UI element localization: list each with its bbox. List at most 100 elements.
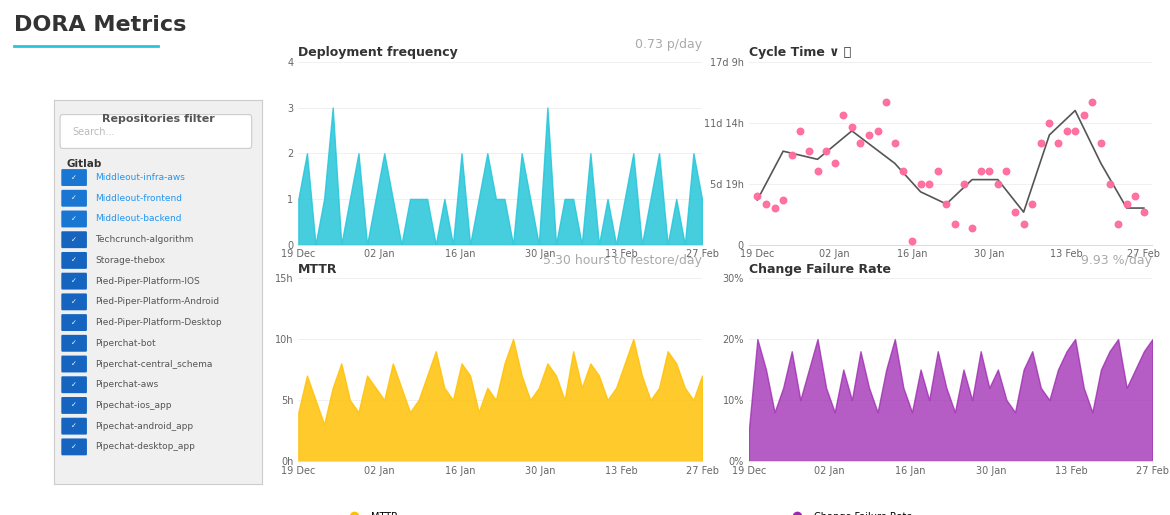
Text: Storage-thebox: Storage-thebox	[96, 256, 166, 265]
Legend: Successful deployments, Failed deployments: Successful deployments, Failed deploymen…	[323, 291, 580, 309]
Point	[1032, 139, 1051, 147]
Point	[886, 139, 904, 147]
Point	[920, 180, 938, 188]
Text: ✓: ✓	[71, 320, 77, 325]
Text: ✓: ✓	[71, 195, 77, 201]
Point	[955, 180, 973, 188]
Point	[1083, 98, 1102, 107]
Point	[748, 192, 766, 200]
Point	[971, 167, 990, 176]
Text: Pipechat-android_app: Pipechat-android_app	[96, 422, 193, 431]
Point	[1066, 127, 1085, 135]
Point	[980, 167, 999, 176]
Point	[1014, 220, 1033, 229]
Point	[902, 236, 921, 245]
Text: Piperchat-aws: Piperchat-aws	[96, 380, 159, 389]
Text: Middleout-infra-aws: Middleout-infra-aws	[96, 173, 185, 182]
Text: Middleout-frontend: Middleout-frontend	[96, 194, 183, 203]
Point	[765, 204, 784, 212]
Point	[997, 167, 1016, 176]
Text: Cycle Time ∨ ⓘ: Cycle Time ∨ ⓘ	[749, 46, 851, 59]
Text: Pied-Piper-Platform-Desktop: Pied-Piper-Platform-Desktop	[96, 318, 222, 327]
FancyBboxPatch shape	[61, 294, 87, 311]
Text: ✓: ✓	[71, 258, 77, 263]
Point	[1109, 220, 1128, 229]
Text: ✓: ✓	[71, 361, 77, 367]
FancyBboxPatch shape	[61, 376, 87, 393]
FancyBboxPatch shape	[61, 273, 87, 289]
Point	[851, 139, 869, 147]
Text: ✓: ✓	[71, 175, 77, 181]
Point	[937, 200, 956, 208]
FancyBboxPatch shape	[61, 335, 87, 352]
Point	[799, 147, 818, 156]
FancyBboxPatch shape	[61, 438, 87, 455]
Text: ✓: ✓	[71, 382, 77, 388]
Text: ✓: ✓	[71, 444, 77, 450]
Text: ▼: ▼	[28, 113, 37, 126]
Text: 0.73 p/day: 0.73 p/day	[635, 38, 702, 51]
Legend: Change Failure Rate: Change Failure Rate	[783, 508, 916, 515]
Text: Pipechat-desktop_app: Pipechat-desktop_app	[96, 442, 195, 451]
Text: ✓: ✓	[71, 299, 77, 305]
Point	[1135, 208, 1154, 216]
FancyBboxPatch shape	[61, 252, 87, 269]
Point	[757, 200, 776, 208]
Text: Deployment frequency: Deployment frequency	[298, 46, 459, 59]
FancyBboxPatch shape	[61, 418, 87, 435]
Text: MTTR: MTTR	[298, 263, 338, 276]
Text: 9.93 %/day: 9.93 %/day	[1081, 254, 1152, 267]
Text: Pipechat-ios_app: Pipechat-ios_app	[96, 401, 172, 410]
Text: Change Failure Rate: Change Failure Rate	[749, 263, 890, 276]
Point	[1040, 118, 1059, 127]
FancyBboxPatch shape	[61, 169, 87, 186]
Point	[1092, 139, 1110, 147]
Point	[860, 131, 879, 139]
FancyBboxPatch shape	[61, 355, 87, 372]
Point	[1006, 208, 1025, 216]
FancyBboxPatch shape	[61, 231, 87, 248]
Text: Pied-Piper-Platform-Android: Pied-Piper-Platform-Android	[96, 297, 220, 306]
Text: ✓: ✓	[71, 278, 77, 284]
Point	[1100, 180, 1119, 188]
Point	[894, 167, 913, 176]
Text: ✓: ✓	[71, 237, 77, 243]
Text: DORA Metrics: DORA Metrics	[14, 15, 186, 36]
Point	[817, 147, 835, 156]
Point	[1048, 139, 1067, 147]
Point	[868, 127, 887, 135]
Point	[1058, 127, 1076, 135]
FancyBboxPatch shape	[61, 190, 87, 207]
FancyBboxPatch shape	[60, 115, 252, 148]
Point	[928, 167, 947, 176]
Legend: Deployments Cycle Time, Average: Deployments Cycle Time, Average	[797, 291, 1007, 309]
Point	[808, 167, 827, 176]
Text: Search...: Search...	[73, 127, 115, 136]
Text: ✓: ✓	[71, 423, 77, 429]
Point	[834, 111, 853, 119]
FancyBboxPatch shape	[61, 314, 87, 331]
Point	[825, 159, 844, 167]
FancyBboxPatch shape	[61, 211, 87, 228]
Point	[842, 123, 861, 131]
Text: Piperchat-central_schema: Piperchat-central_schema	[96, 359, 213, 369]
Text: ✓: ✓	[71, 216, 77, 222]
Text: Techcrunch-algorithm: Techcrunch-algorithm	[96, 235, 194, 244]
Text: ✓: ✓	[71, 340, 77, 346]
Point	[945, 220, 964, 229]
Point	[1117, 200, 1136, 208]
Text: Gitlab: Gitlab	[67, 159, 102, 169]
Text: Piperchat-bot: Piperchat-bot	[96, 339, 156, 348]
Point	[911, 180, 930, 188]
Text: Middleout-backend: Middleout-backend	[96, 214, 183, 224]
Text: Pied-Piper-Platform-IOS: Pied-Piper-Platform-IOS	[96, 277, 200, 286]
Point	[963, 224, 982, 232]
Point	[989, 180, 1007, 188]
Point	[783, 151, 801, 159]
Point	[876, 98, 895, 107]
Text: 5.30 hours to restore/day: 5.30 hours to restore/day	[543, 254, 702, 267]
Text: Repositories filter: Repositories filter	[102, 114, 214, 124]
Point	[1126, 192, 1144, 200]
Point	[791, 127, 810, 135]
FancyBboxPatch shape	[61, 397, 87, 414]
